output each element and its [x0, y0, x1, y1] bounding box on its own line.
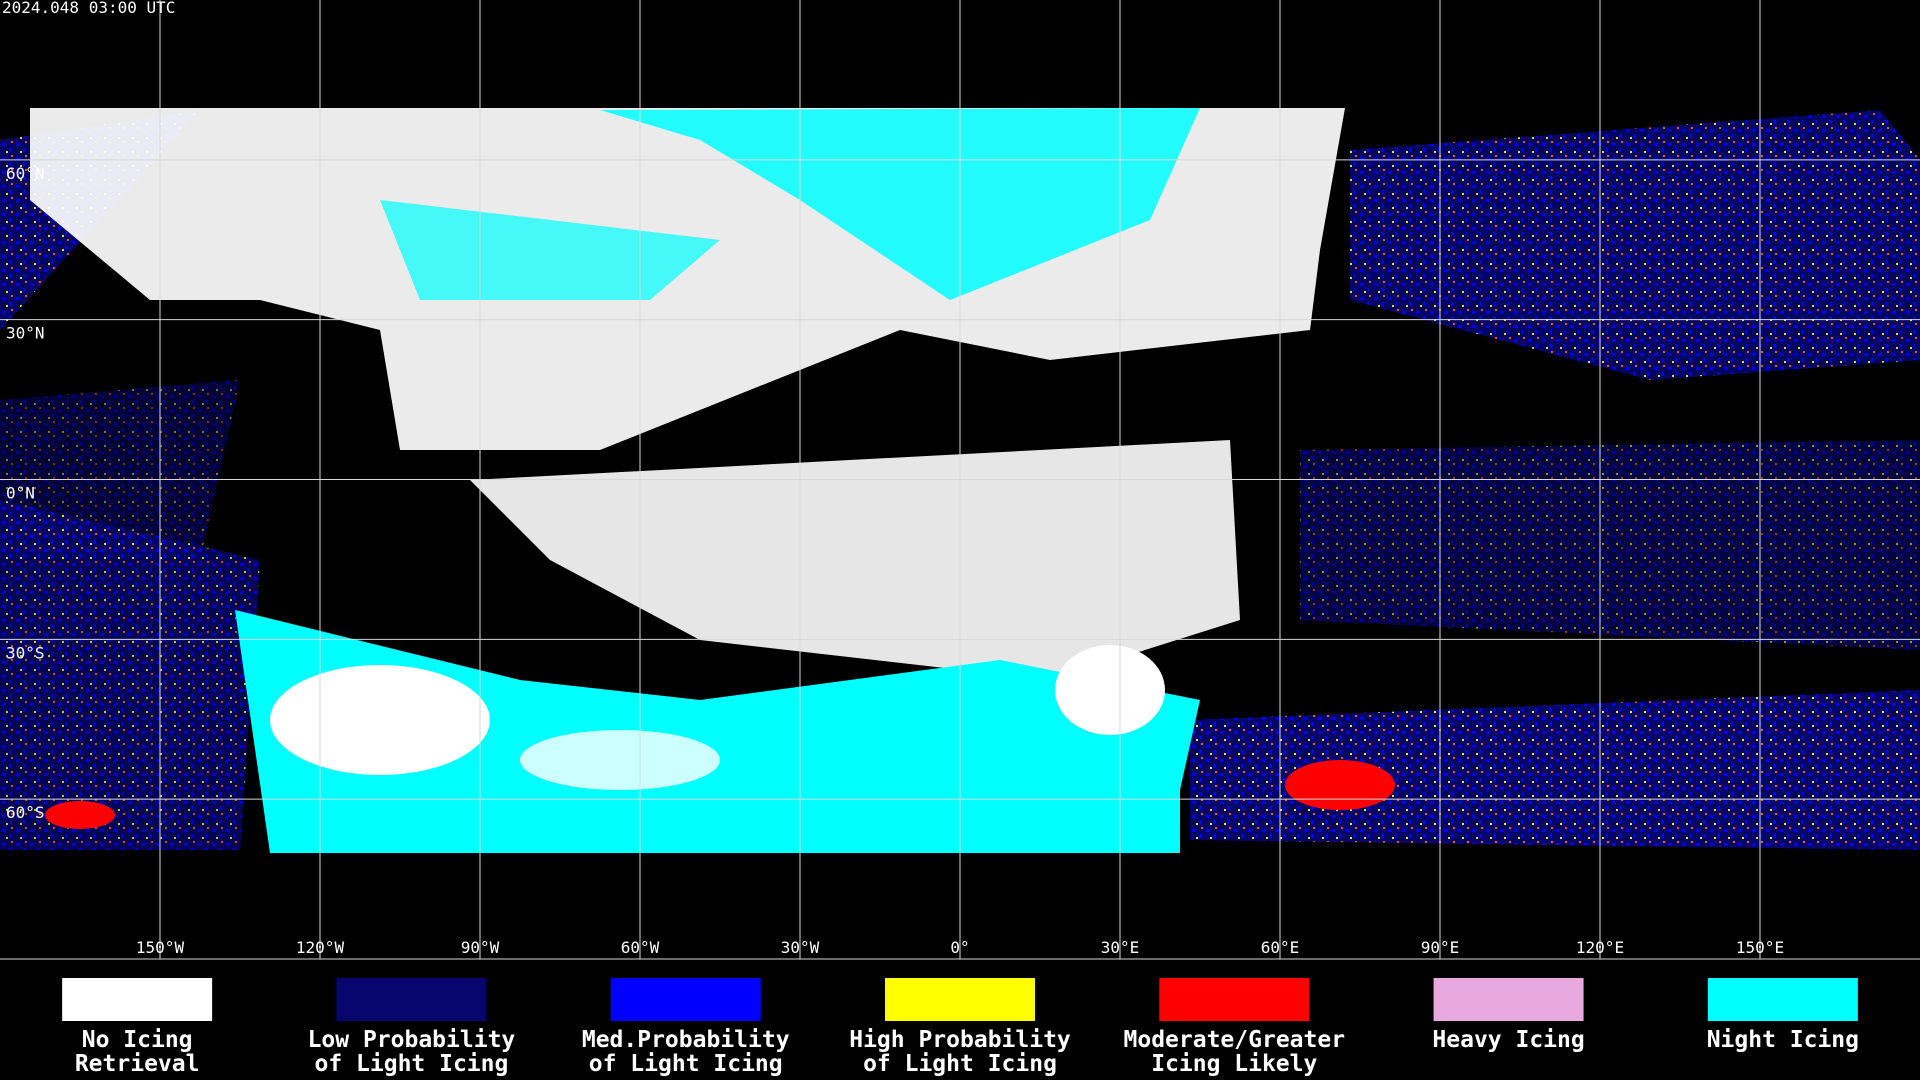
icing-area: [0, 500, 260, 850]
longitude-label: 30°E: [1101, 938, 1140, 957]
cloud-area: [470, 440, 1240, 680]
longitude-label: 150°W: [136, 938, 185, 957]
graticule: 150°W 120°W 90°W 60°W 30°W 0° 30°E 60°E 90°E 120°…: [0, 0, 1920, 960]
night-area: [600, 108, 1200, 300]
longitude-label: 150°E: [1736, 938, 1784, 957]
legend-label: Night Icing: [1707, 1027, 1859, 1053]
icing-area: [1285, 760, 1395, 810]
legend-swatch: [62, 978, 213, 1021]
latitude-label: 0°N: [6, 484, 35, 503]
legend-label: Retrieval: [75, 1051, 200, 1077]
imagery: [0, 108, 1920, 853]
longitude-label: 90°W: [461, 938, 500, 957]
legend-label: Med.Probability: [582, 1027, 790, 1053]
night-area: [380, 200, 720, 300]
icing-area: [1300, 440, 1920, 650]
legend-label: No Icing: [82, 1027, 193, 1053]
latitude-label: 30°S: [6, 643, 45, 662]
cloud-area: [270, 665, 490, 775]
legend-label: of Light Icing: [589, 1051, 783, 1077]
cloud-area: [1055, 645, 1165, 735]
legend-swatch: [336, 978, 487, 1021]
legend-label: of Light Icing: [314, 1051, 508, 1077]
legend-swatch: [885, 978, 1035, 1021]
latitude-label: 60°N: [6, 164, 45, 183]
legend-swatch: [1707, 978, 1858, 1021]
icing-area: [45, 801, 115, 829]
longitude-label: 120°E: [1576, 938, 1624, 957]
longitude-label: 60°E: [1261, 938, 1300, 957]
longitude-label: 0°: [950, 938, 969, 957]
longitude-label: 120°W: [296, 938, 345, 957]
legend-swatch: [1159, 978, 1310, 1021]
latitude-label: 30°N: [6, 324, 45, 343]
legend-label: Low Probability: [308, 1027, 516, 1053]
legend-label: Heavy Icing: [1432, 1027, 1584, 1053]
cloud-area: [520, 730, 720, 790]
night-area: [235, 610, 1200, 853]
longitude-label: 90°E: [1421, 938, 1460, 957]
legend-swatch: [1433, 978, 1584, 1021]
latitude-label: 60°S: [6, 803, 45, 822]
legend-swatch: [610, 978, 761, 1021]
longitude-label: 30°W: [781, 938, 820, 957]
legend-label: of Light Icing: [863, 1051, 1057, 1077]
legend-label: High Probability: [849, 1027, 1071, 1053]
legend-label: Moderate/Greater: [1124, 1027, 1346, 1053]
legend-label: Icing Likely: [1151, 1051, 1317, 1077]
longitude-label: 60°W: [621, 938, 660, 957]
icing-area: [1190, 690, 1920, 850]
icing-area: [1350, 110, 1920, 380]
timestamp: 2024.048 03:00 UTC: [2, 0, 175, 17]
